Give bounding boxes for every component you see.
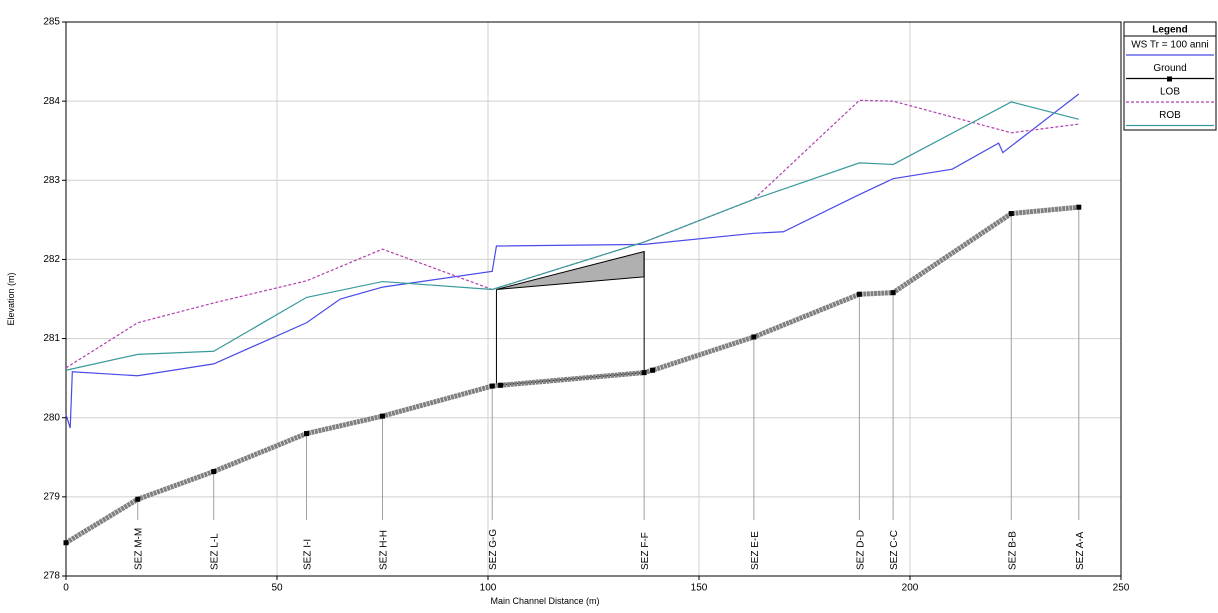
- ground-point: [641, 370, 647, 376]
- x-tick-label: 150: [691, 583, 708, 594]
- ground-point: [211, 469, 217, 475]
- legend-label: Ground: [1153, 63, 1186, 74]
- ground-point: [1076, 204, 1082, 210]
- ground-point: [380, 413, 385, 419]
- legend-label: LOB: [1160, 87, 1180, 98]
- legend-box: [1123, 21, 1217, 131]
- x-tick-label: 250: [1113, 583, 1130, 594]
- ground-point: [650, 367, 656, 373]
- x-tick-label: 0: [63, 583, 69, 594]
- legend-label: WS Tr = 100 anni: [1131, 40, 1209, 51]
- y-tick-label: 284: [43, 96, 60, 107]
- section-label: SEZ F-F: [640, 532, 651, 570]
- ground-point: [890, 290, 896, 296]
- ground-point: [489, 383, 495, 389]
- y-tick-label: 285: [43, 17, 60, 28]
- legend-title: Legend: [1152, 25, 1188, 36]
- y-tick-label: 282: [43, 254, 60, 265]
- section-label: SEZ I-I: [303, 539, 314, 570]
- x-axis-title: Main Channel Distance (m): [490, 596, 599, 606]
- ground-point: [135, 496, 141, 502]
- ground-point: [63, 540, 69, 546]
- y-axis-title: Elevation (m): [6, 272, 16, 325]
- section-label: SEZ D-D: [855, 530, 866, 570]
- ground-point: [856, 291, 862, 297]
- x-tick-label: 50: [271, 583, 283, 594]
- ground-point: [751, 334, 757, 340]
- section-label: SEZ A-A: [1075, 531, 1086, 570]
- x-tick-label: 100: [480, 583, 497, 594]
- section-label: SEZ L-L: [210, 533, 221, 570]
- y-tick-label: 279: [43, 491, 60, 502]
- section-label: SEZ M-M: [134, 528, 145, 570]
- y-tick-label: 283: [43, 175, 60, 186]
- legend-label: ROB: [1159, 110, 1181, 121]
- section-label: SEZ B-B: [1007, 531, 1018, 570]
- legend-marker: [1167, 76, 1172, 82]
- section-label: SEZ H-H: [379, 530, 390, 570]
- section-label: SEZ E-E: [750, 531, 761, 570]
- series-line: [65, 101, 1079, 371]
- section-label: SEZ G-G: [488, 529, 499, 570]
- ground-point: [498, 382, 504, 388]
- section-label: SEZ C-C: [889, 530, 900, 570]
- series-line: [64, 204, 1080, 545]
- plot-frame: [65, 21, 1122, 577]
- y-tick-label: 281: [43, 333, 60, 344]
- y-tick-label: 278: [43, 571, 60, 582]
- x-tick-label: 200: [902, 583, 919, 594]
- ground-point: [304, 431, 310, 437]
- series-line: [65, 93, 1080, 429]
- y-tick-label: 280: [43, 412, 60, 423]
- ground-point: [1008, 211, 1014, 217]
